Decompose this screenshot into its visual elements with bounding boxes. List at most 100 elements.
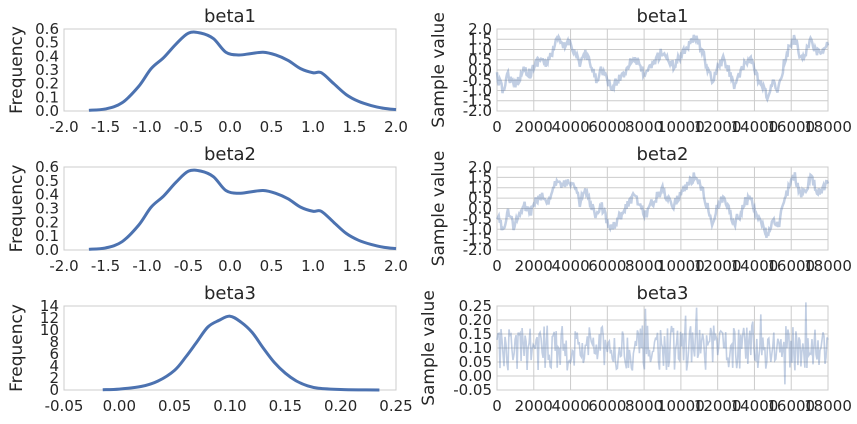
y-tick-label: 0.6 <box>35 20 59 38</box>
y-tick-label: -1.5 <box>463 231 492 249</box>
x-tick-label: 0 <box>492 118 502 136</box>
x-tick-label: 12000 <box>694 118 742 136</box>
x-tick-label: 8000 <box>625 397 663 415</box>
y-tick-label: 0.1 <box>35 227 59 245</box>
x-tick-label: 2000 <box>515 257 553 275</box>
y-tick-label: 1.5 <box>468 168 492 186</box>
x-tick-label: 14000 <box>731 397 779 415</box>
x-tick-label: 1.0 <box>301 257 325 275</box>
y-tick-label: 0.1 <box>35 88 59 106</box>
axes-frame <box>63 28 397 112</box>
x-tick-label: 2000 <box>515 118 553 136</box>
y-axis-label: Frequency <box>7 26 27 114</box>
x-tick-label: 18000 <box>804 118 852 136</box>
y-tick-label: -0.5 <box>463 71 492 89</box>
y-tick-label: 0.0 <box>468 61 492 79</box>
y-tick-label: 0.4 <box>35 47 59 65</box>
y-tick-label: 14 <box>40 297 59 315</box>
y-axis-label: Sample value <box>419 290 439 406</box>
y-tick-label: 0.0 <box>468 200 492 218</box>
axes-frame <box>496 28 829 112</box>
x-tick-label: 8000 <box>625 257 663 275</box>
x-tick-label: 0.0 <box>218 257 242 275</box>
x-tick-label: 16000 <box>767 118 815 136</box>
x-tick-label: 0.05 <box>158 397 191 415</box>
x-tick-label: -1.5 <box>91 257 120 275</box>
y-tick-label: 0.0 <box>35 241 59 259</box>
y-tick-label: 1.5 <box>468 30 492 48</box>
x-tick-label: 0 <box>492 257 502 275</box>
axes-frame <box>63 166 397 251</box>
chart-title: beta3 <box>636 283 688 304</box>
x-tick-label: 10000 <box>657 118 705 136</box>
y-axis-label: Sample value <box>429 12 449 128</box>
y-tick-label: 0.25 <box>459 297 492 315</box>
x-tick-label: 14000 <box>731 257 779 275</box>
x-tick-label: 2000 <box>515 397 553 415</box>
chart-title: beta1 <box>636 6 688 27</box>
x-tick-label: -2.0 <box>49 118 78 136</box>
x-tick-label: 10000 <box>657 257 705 275</box>
trace-line <box>495 33 830 103</box>
trace-line <box>495 172 830 239</box>
chart-title: beta3 <box>204 283 256 304</box>
y-tick-label: -1.0 <box>463 82 492 100</box>
y-tick-label: 12 <box>40 309 59 327</box>
y-tick-label: 0.15 <box>459 325 492 343</box>
x-tick-label: -2.0 <box>49 257 78 275</box>
x-tick-label: 4000 <box>551 118 589 136</box>
x-tick-label: 1.5 <box>343 257 367 275</box>
x-tick-label: 2.0 <box>384 257 408 275</box>
y-tick-label: 1.0 <box>468 179 492 197</box>
x-tick-label: 18000 <box>804 397 852 415</box>
x-tick-label: 8000 <box>625 118 663 136</box>
y-tick-label: -0.05 <box>453 381 492 399</box>
y-tick-label: 0.2 <box>35 75 59 93</box>
y-axis-label: Frequency <box>7 165 27 253</box>
chart-title: beta2 <box>204 144 256 165</box>
y-tick-label: -2.0 <box>463 102 492 120</box>
x-tick-label: 12000 <box>694 257 742 275</box>
trace-line <box>496 302 829 385</box>
y-tick-label: 0.5 <box>35 34 59 52</box>
y-tick-label: 0.5 <box>35 172 59 190</box>
y-tick-label: 0 <box>49 381 59 399</box>
x-tick-label: 6000 <box>588 257 626 275</box>
x-tick-label: -1.0 <box>132 118 161 136</box>
axes-frame <box>63 305 397 391</box>
x-tick-label: 4000 <box>551 257 589 275</box>
y-axis-label: Sample value <box>429 151 449 267</box>
y-tick-label: 4 <box>49 357 59 375</box>
x-tick-label: 0.00 <box>103 397 136 415</box>
x-tick-label: -1.0 <box>132 257 161 275</box>
x-tick-label: -0.05 <box>45 397 84 415</box>
x-tick-label: 12000 <box>694 397 742 415</box>
y-tick-label: 0.2 <box>35 213 59 231</box>
y-tick-label: 0.20 <box>459 311 492 329</box>
y-tick-label: 1.0 <box>468 41 492 59</box>
x-tick-label: 0.10 <box>213 397 246 415</box>
x-tick-label: 10000 <box>657 397 705 415</box>
x-tick-label: 0 <box>492 397 502 415</box>
kde-line <box>102 314 380 392</box>
kde-line <box>88 168 397 251</box>
chart-title: beta1 <box>204 6 256 27</box>
y-tick-label: 0.00 <box>459 367 492 385</box>
x-tick-label: 16000 <box>767 257 815 275</box>
x-tick-label: 0.5 <box>260 118 284 136</box>
x-tick-label: 1.5 <box>343 118 367 136</box>
x-tick-label: 0.20 <box>324 397 357 415</box>
y-tick-label: 2.0 <box>468 158 492 176</box>
y-tick-label: -2.0 <box>463 241 492 259</box>
y-tick-label: 0.5 <box>468 189 492 207</box>
x-tick-label: 6000 <box>588 118 626 136</box>
y-tick-label: 0.6 <box>35 158 59 176</box>
y-tick-label: 6 <box>49 345 59 363</box>
x-tick-label: -0.5 <box>174 118 203 136</box>
x-tick-label: 6000 <box>588 397 626 415</box>
